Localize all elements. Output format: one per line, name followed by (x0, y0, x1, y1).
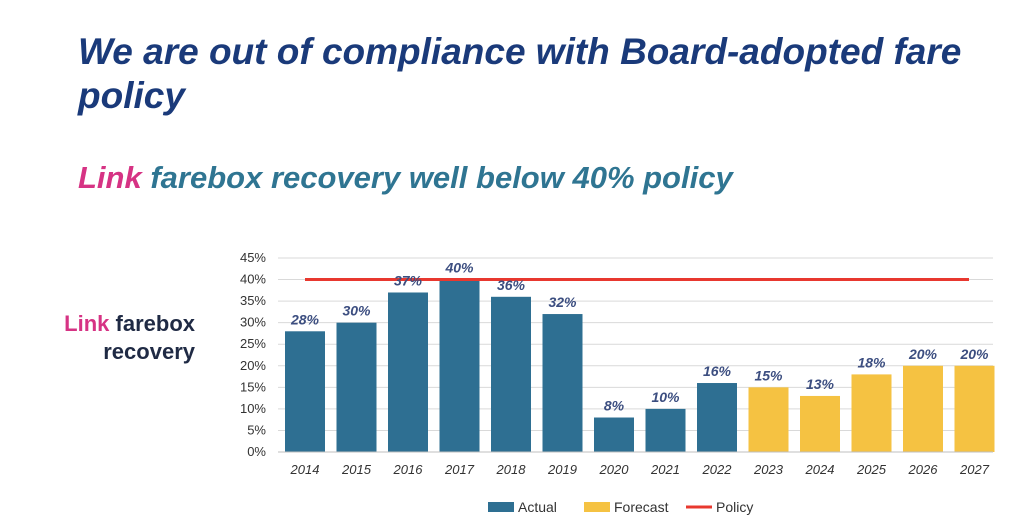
y-tick-label: 20% (240, 358, 266, 373)
x-tick-label: 2016 (393, 462, 424, 477)
legend-label: Forecast (614, 499, 669, 515)
side-label-line-1: Link farebox (20, 310, 195, 338)
bar (388, 292, 428, 452)
subtitle-accent: Link (78, 160, 142, 195)
x-tick-label: 2023 (753, 462, 784, 477)
x-tick-label: 2027 (959, 462, 990, 477)
data-label: 20% (959, 346, 989, 362)
x-tick-label: 2025 (856, 462, 887, 477)
bar (954, 365, 995, 452)
y-tick-label: 5% (247, 422, 266, 437)
bar (851, 374, 892, 452)
x-tick-label: 2022 (702, 462, 733, 477)
legend: Actual Forecast Policy (488, 499, 753, 515)
data-label: 37% (394, 272, 423, 288)
bar (748, 387, 789, 452)
x-tick-label: 2019 (547, 462, 577, 477)
side-label-line1-rest: farebox (109, 311, 195, 336)
data-label: 30% (342, 303, 371, 319)
bar (645, 408, 686, 452)
x-tick-label: 2021 (650, 462, 680, 477)
x-tick-label: 2017 (444, 462, 475, 477)
x-tick-label: 2014 (290, 462, 320, 477)
data-label: 20% (908, 346, 938, 362)
slide-subtitle: Link farebox recovery well below 40% pol… (78, 160, 733, 196)
legend-swatch-forecast (584, 502, 610, 512)
legend-swatch-actual (488, 502, 514, 512)
bar (697, 383, 737, 452)
legend-label: Actual (518, 499, 557, 515)
subtitle-rest: farebox recovery well below 40% policy (141, 160, 733, 195)
bar (594, 417, 634, 452)
data-label: 32% (548, 294, 577, 310)
data-labels: 28% 30% 37% 40% 36% 32% 8% 10% 16% 15% 13% 18% 20% 20… (290, 260, 989, 414)
data-label: 18% (857, 354, 886, 370)
data-label: 28% (290, 311, 320, 327)
y-tick-label: 40% (240, 272, 266, 287)
y-tick-label: 15% (240, 379, 266, 394)
data-label: 36% (497, 277, 526, 293)
x-tick-label: 2026 (908, 462, 939, 477)
axes: 0% 5% 10% 15% 20% 25% 30% 35% 40% 45% 2014 2015 2016… (240, 250, 993, 477)
legend-label: Policy (716, 499, 753, 515)
y-tick-label: 30% (240, 315, 266, 330)
y-tick-label: 25% (240, 336, 266, 351)
bar (285, 331, 325, 452)
data-label: 40% (444, 260, 474, 276)
y-tick-label: 10% (240, 401, 266, 416)
y-tick-label: 35% (240, 293, 266, 308)
bar (903, 365, 943, 452)
data-label: 13% (806, 376, 835, 392)
data-label: 16% (703, 363, 732, 379)
bar (491, 296, 531, 452)
bar (800, 395, 840, 452)
y-tick-label: 0% (247, 444, 266, 459)
bar (439, 279, 480, 452)
x-tick-label: 2024 (805, 462, 835, 477)
y-tick-label: 45% (240, 250, 266, 265)
chart-side-label: Link farebox recovery (20, 310, 195, 366)
x-tick-label: 2015 (341, 462, 372, 477)
bars (285, 279, 995, 452)
bar (336, 322, 377, 452)
x-tick-label: 2020 (599, 462, 630, 477)
x-tick-label: 2018 (496, 462, 527, 477)
data-label: 15% (754, 367, 783, 383)
data-label: 10% (651, 389, 680, 405)
data-label: 8% (604, 398, 625, 414)
side-label-accent: Link (64, 311, 110, 336)
side-label-line-2: recovery (103, 339, 195, 364)
slide-title: We are out of compliance with Board-adop… (78, 31, 962, 116)
bar (542, 314, 583, 452)
